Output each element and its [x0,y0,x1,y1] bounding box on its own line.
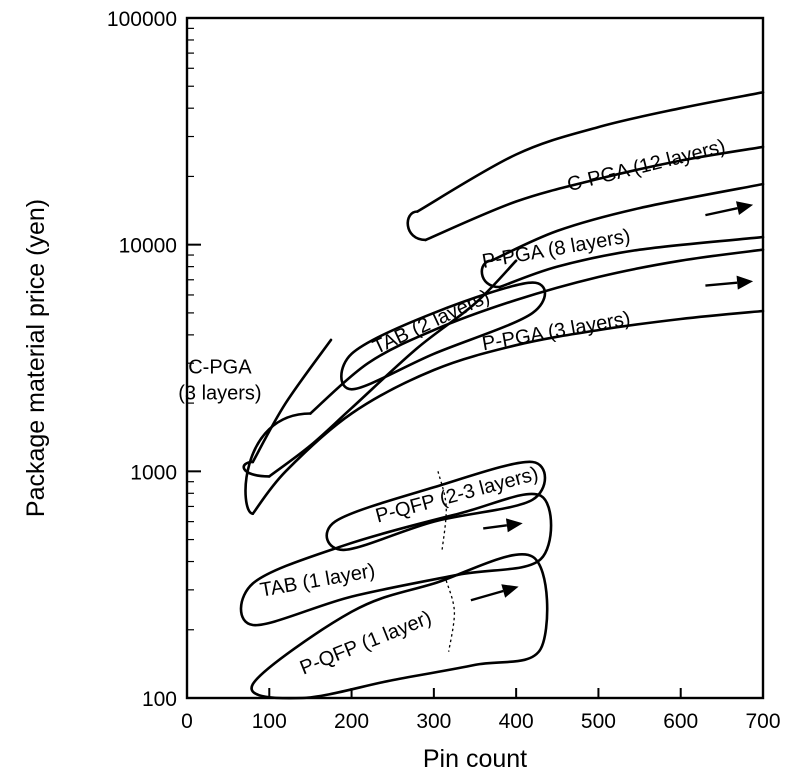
boundary-cap-c-pga-12-layers [406,210,427,242]
x-tick-label: 600 [663,710,698,733]
label-line-c-pga-3-layers: C-PGA [188,357,252,379]
y-tick-label: 100 [142,688,177,711]
plot-frame [185,16,765,700]
x-tick-label: 200 [334,710,369,733]
x-tick-label: 700 [745,710,780,733]
label-line-p-pga-3-layers: P-PGA (3 layers) [480,308,632,356]
x-tick-label: 400 [499,710,534,733]
arrow-head-p-qfp-2-3-layers [505,518,523,533]
y-axis-title: Package material price (yen) [22,199,50,517]
boundary-lower-p-pga-8-layers [498,235,765,289]
boundary-upper-p-pga-3-layers [309,248,765,415]
regions-layer [239,91,765,700]
arrow-shaft-p-qfp-2-3-layers [483,524,508,530]
arrow-head-p-qfp-1-layer [501,584,519,598]
labels-layer: C-PGA (12 layers)P-PGA (8 layers)P-PGA (… [178,136,754,680]
label-line-c-pga-12-layers: C-PGA (12 layers) [565,136,728,197]
region-tab-1-layer [239,492,553,627]
label-line-p-qfp-1-layer: P-QFP (1 layer) [297,607,435,680]
arrow-shaft-p-qfp-1-layer [470,589,504,602]
boundary-upper-c-pga-12-layers [416,91,765,213]
arrow-shaft-p-pga-3-layers [705,281,738,287]
boundary-lower-p-pga-3-layers [251,309,765,515]
divider-p-qfp-1-layer [445,580,456,652]
label-p-qfp-1-layer: P-QFP (1 layer) [297,607,435,680]
boundary-cap-p-pga-8-layers [480,259,501,289]
axes-layer: 0 100 200 300 400 500 600 700100100010000100000… [22,8,781,773]
arrow-shaft-p-pga-8-layers [705,206,738,217]
boundary-cap-c-pga-3-layers [242,460,271,478]
boundary-cap-p-pga-3-layers [244,412,312,515]
divider-p-qfp-2-3-layers [437,471,447,550]
region-tab-2-layers [340,281,547,391]
boundary-lower-c-pga-12-layers [424,145,765,242]
x-tick-label: 300 [416,710,451,733]
label-c-pga-12-layers: C-PGA (12 layers) [565,136,728,197]
label-p-pga-3-layers: P-PGA (3 layers) [480,308,632,356]
x-axis-title: Pin count [423,745,527,773]
x-tick-label: 500 [581,710,616,733]
label-line-c-pga-3-layers: (3 layers) [178,383,261,405]
region-p-qfp-2-3-layers [325,460,547,552]
x-tick-label: 0 [181,710,193,733]
label-line-tab-2-layers: TAB (2 layers) [369,286,493,359]
x-tick-label: 100 [252,710,287,733]
y-tick-label: 1000 [130,461,177,484]
y-tick-label: 10000 [119,235,177,258]
boundary-upper-c-pga-3-layers [251,338,333,464]
arrow-head-p-pga-8-layers [736,201,754,215]
arrow-head-p-pga-3-layers [736,275,754,290]
label-c-pga-3-layers: C-PGA (3 layers) [178,357,261,405]
y-tick-label: 100000 [107,8,177,31]
boundary-upper-p-pga-8-layers [490,182,765,262]
label-tab-2-layers: TAB (2 layers) [369,286,493,359]
region-p-qfp-1-layer [250,553,549,700]
